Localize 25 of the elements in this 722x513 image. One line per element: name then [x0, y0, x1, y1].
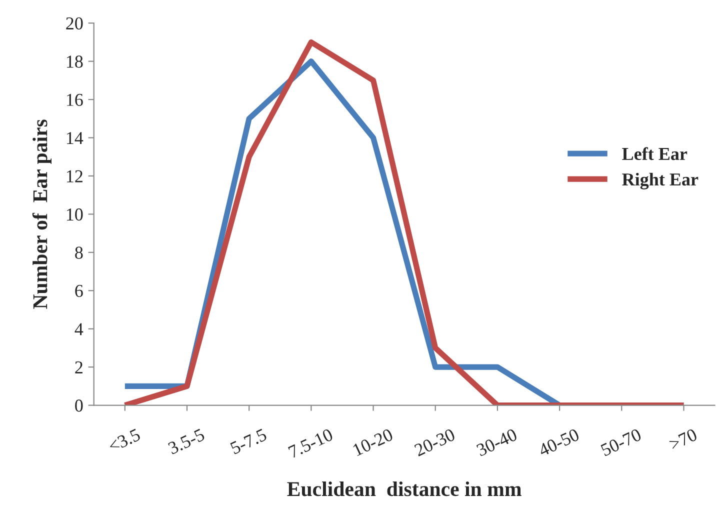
y-tick-label: 8: [75, 246, 83, 259]
y-tick-label: 20: [66, 17, 83, 30]
x-tick-label: 40-50: [538, 428, 580, 457]
x-axis-title: Euclidean distance in mm: [287, 481, 522, 496]
y-tick-label: 2: [75, 361, 82, 374]
legend-label: Right Ear: [622, 172, 698, 190]
x-tick-label: 30-40: [476, 428, 518, 456]
y-tick-label: 18: [66, 56, 83, 68]
y-tick-label: 14: [66, 132, 84, 144]
x-tick-label: 10-20: [352, 428, 394, 456]
legend-label: Left Ear: [622, 147, 688, 160]
y-tick-label: 0: [75, 400, 83, 412]
x-tick-label: 50-70: [600, 428, 642, 456]
x-tick-label: >70: [668, 428, 698, 451]
x-tick-label: 7.5-10: [288, 428, 334, 458]
y-tick-label: 12: [66, 170, 82, 182]
y-tick-label: 10: [66, 208, 83, 221]
y-axis-title: Number of Ear pairs: [32, 120, 52, 309]
x-tick-label: <3.5: [108, 428, 142, 453]
y-tick-label: 6: [75, 284, 83, 298]
y-tick-label: 16: [66, 94, 83, 106]
x-tick-label: 3.5-5: [168, 428, 206, 455]
y-tick-label: 4: [74, 323, 84, 336]
x-tick-label: 20-30: [414, 428, 456, 456]
x-tick-label: 5-7.5: [230, 428, 268, 455]
